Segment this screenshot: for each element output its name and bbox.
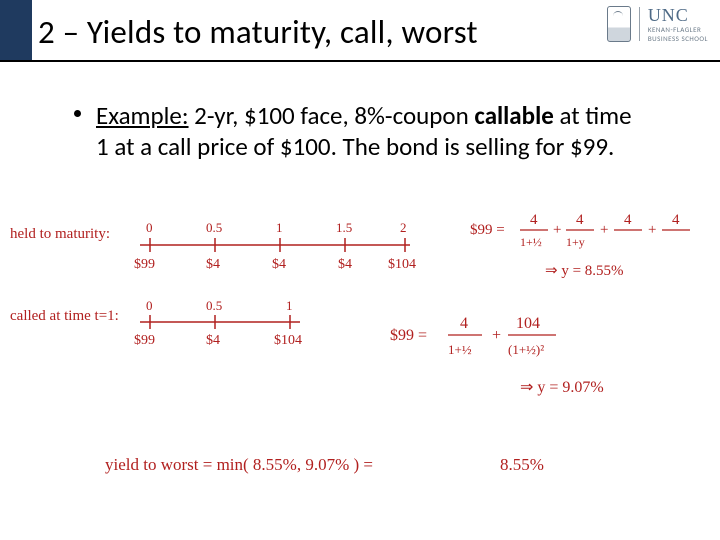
svg-text:$104: $104 xyxy=(274,333,302,348)
svg-text:$4: $4 xyxy=(206,333,220,348)
hw-note-called: called at time t=1: xyxy=(10,308,119,324)
svg-text:$99 =: $99 = xyxy=(390,327,427,344)
eq-ytc: $99 = 4 1+½ + 104 (1+½)² ⇒ y = 9.07% xyxy=(390,315,604,396)
hw-note-maturity: held to maturity: xyxy=(10,226,110,242)
bullet-callable: callable xyxy=(474,100,553,131)
svg-text:0: 0 xyxy=(146,220,153,235)
svg-text:+: + xyxy=(600,222,608,238)
slide-title: 2 – Yields to maturity, call, worst xyxy=(38,12,478,52)
logo-sub2: BUSINESS SCHOOL xyxy=(648,35,708,42)
logo-unc: UNC xyxy=(648,6,708,24)
eq-ytw: yield to worst = min( 8.55%, 9.07% ) = 8… xyxy=(105,455,544,474)
svg-text:8.55%: 8.55% xyxy=(500,455,544,474)
logo-text: UNC KENAN-FLAGLER BUSINESS SCHOOL xyxy=(648,6,708,42)
bullet-text-1: 2-yr, $100 face, 8%-coupon xyxy=(189,100,475,131)
svg-text:yield to worst = min( 8.55%,: yield to worst = min( 8.55%, 9.07% ) = xyxy=(105,455,373,474)
logo: UNC KENAN-FLAGLER BUSINESS SCHOOL xyxy=(607,6,708,42)
svg-text:$4: $4 xyxy=(206,257,220,272)
svg-text:1+½: 1+½ xyxy=(448,342,472,357)
handwriting-layer: held to maturity: called at time t=1: 0 … xyxy=(0,0,720,540)
svg-text:(1+½)²: (1+½)² xyxy=(508,342,544,357)
svg-text:1: 1 xyxy=(286,298,293,313)
svg-text:4: 4 xyxy=(624,212,632,228)
svg-text:104: 104 xyxy=(516,315,540,332)
svg-text:4: 4 xyxy=(672,212,680,228)
svg-text:$99: $99 xyxy=(134,333,155,348)
example-label: Example: xyxy=(96,100,189,131)
svg-text:2: 2 xyxy=(400,220,407,235)
title-rule xyxy=(0,60,720,62)
svg-text:0: 0 xyxy=(146,298,153,313)
svg-text:$99: $99 xyxy=(134,257,155,272)
svg-text:1: 1 xyxy=(276,220,283,235)
logo-divider xyxy=(639,7,640,41)
svg-text:0.5: 0.5 xyxy=(206,220,222,235)
svg-text:⇒ y = 8.55%: ⇒ y = 8.55% xyxy=(545,263,624,279)
svg-text:$4: $4 xyxy=(338,257,352,272)
logo-sub1: KENAN-FLAGLER xyxy=(648,26,708,33)
bullet-dot xyxy=(74,110,81,117)
svg-text:$4: $4 xyxy=(272,257,286,272)
slide: 2 – Yields to maturity, call, worst UNC … xyxy=(0,0,720,540)
svg-text:$99 =: $99 = xyxy=(470,222,505,238)
svg-text:$104: $104 xyxy=(388,257,416,272)
svg-text:1.5: 1.5 xyxy=(336,220,352,235)
svg-text:+: + xyxy=(492,327,501,344)
svg-text:0.5: 0.5 xyxy=(206,298,222,313)
svg-text:1+y: 1+y xyxy=(566,235,585,249)
svg-text:4: 4 xyxy=(460,315,468,332)
timeline-maturity: 0 0.5 1 1.5 2 $99 $4 $4 $4 $104 xyxy=(134,220,416,272)
eq-ytm: $99 = 4 1+½ + 4 1+y + 4 + 4 ⇒ y = 8.55% xyxy=(470,212,690,279)
svg-text:4: 4 xyxy=(530,212,538,228)
bullet-block: Example: 2-yr, $100 face, 8%-coupon call… xyxy=(96,100,636,163)
svg-text:⇒ y = 9.07%: ⇒ y = 9.07% xyxy=(520,379,604,396)
svg-text:+: + xyxy=(648,222,656,238)
old-well-icon xyxy=(607,6,631,42)
svg-text:+: + xyxy=(553,222,561,238)
sidebar-accent xyxy=(0,0,32,60)
svg-text:1+½: 1+½ xyxy=(520,235,542,249)
svg-text:4: 4 xyxy=(576,212,584,228)
timeline-called: 0 0.5 1 $99 $4 $104 xyxy=(134,298,302,348)
